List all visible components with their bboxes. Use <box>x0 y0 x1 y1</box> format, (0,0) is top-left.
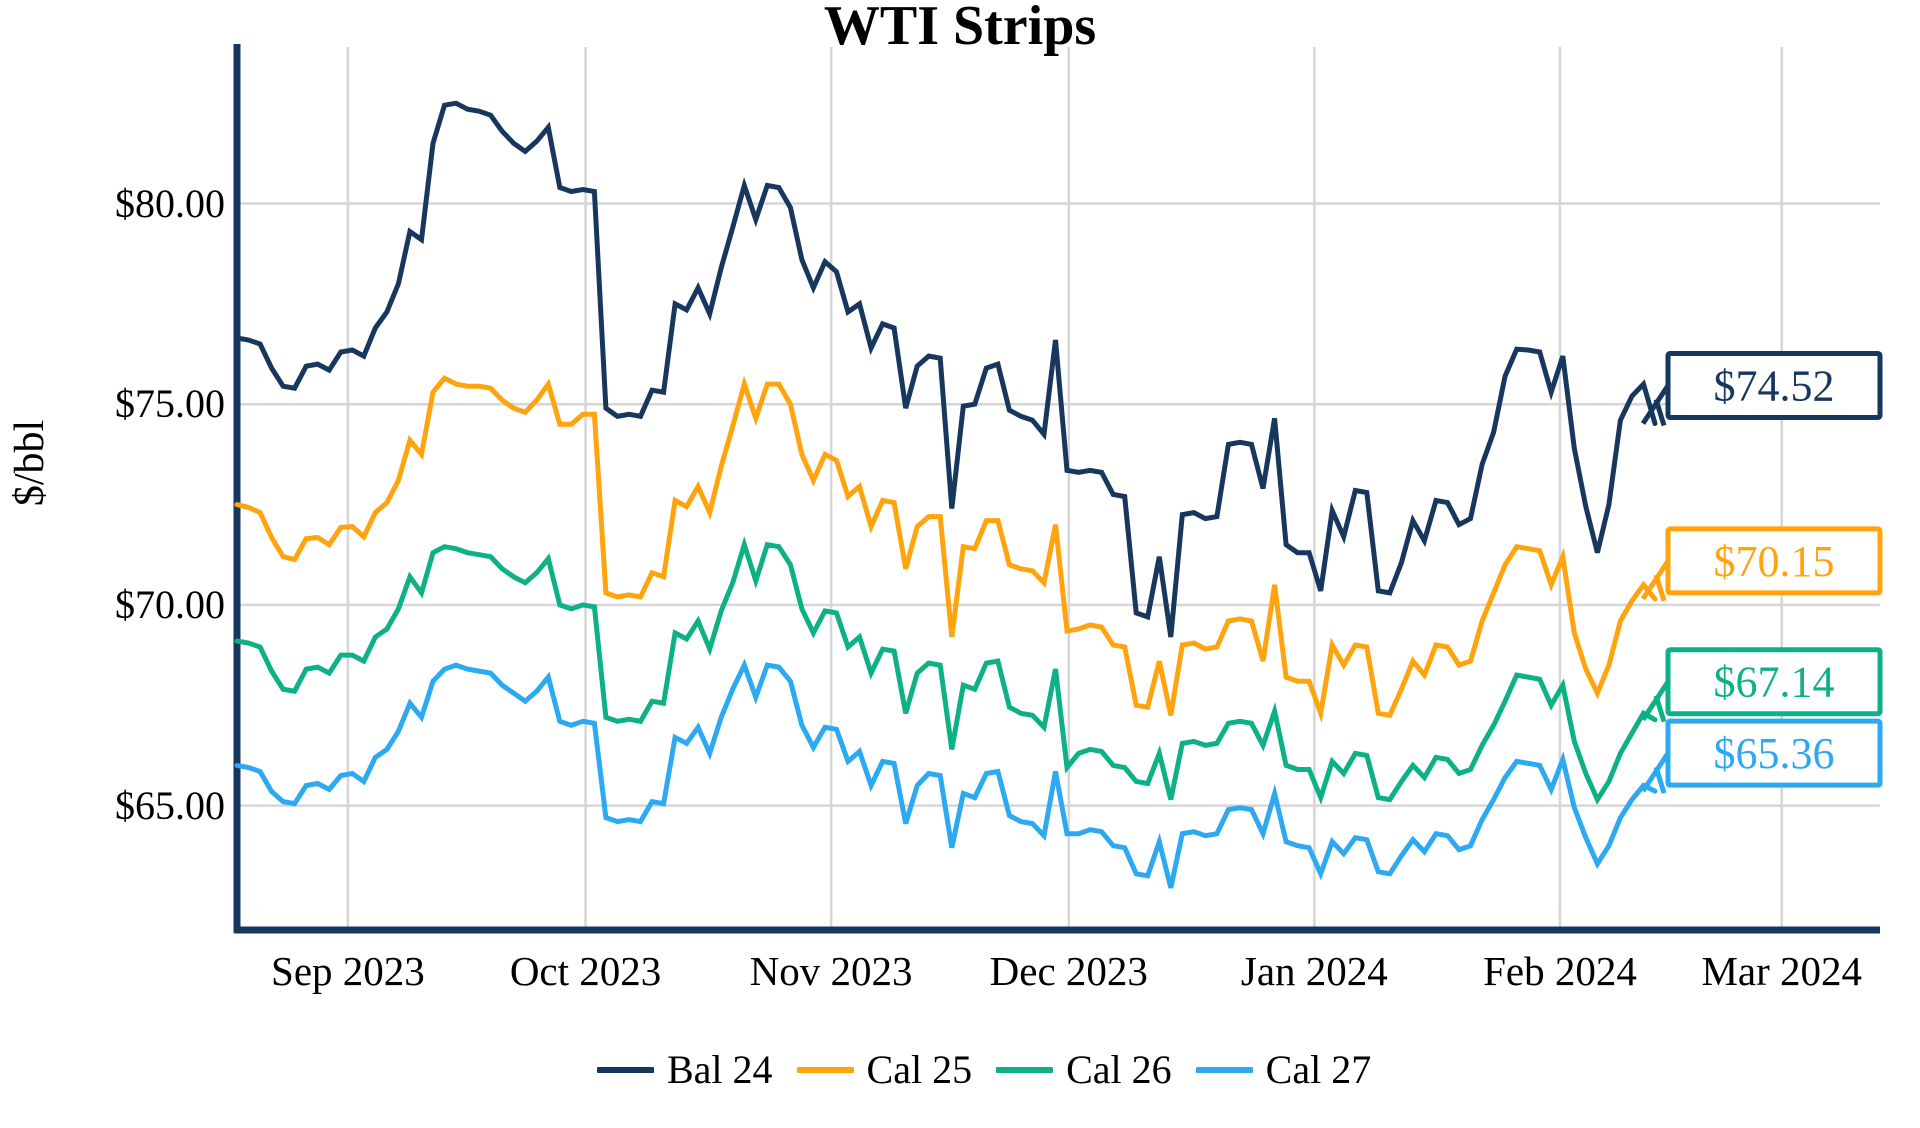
legend-item-cal-25: Cal 25 <box>796 1044 973 1096</box>
legend-line-swatch-bal-24 <box>597 1067 654 1073</box>
end-label-hook-cal-27 <box>1653 766 1667 794</box>
end-label-value-bal-24: $74.52 <box>1714 361 1835 410</box>
end-label-value-cal-25: $70.15 <box>1714 537 1835 586</box>
legend-item-cal-27: Cal 27 <box>1195 1044 1372 1096</box>
x-tick-label-dec-2023: Dec 2023 <box>989 948 1148 994</box>
series-line-cal-27 <box>234 658 1658 889</box>
legend-item-cal-26: Cal 26 <box>996 1044 1172 1096</box>
series-line-bal-24 <box>234 100 1658 638</box>
legend-label-bal-24: Bal 24 <box>667 1047 773 1092</box>
chart-legend: Bal 24 Cal 25 Cal 26 Cal 27 <box>597 1044 1371 1096</box>
end-label-value-cal-27: $65.36 <box>1714 729 1835 778</box>
end-label-hook-bal-24 <box>1653 398 1667 427</box>
x-tick-label-mar-2024: Mar 2024 <box>1701 948 1863 994</box>
y-tick-label-70: $70.00 <box>115 581 225 627</box>
legend-label-cal-27: Cal 27 <box>1265 1047 1372 1092</box>
legend-label-cal-25: Cal 25 <box>866 1047 973 1092</box>
y-tick-label-75: $75.00 <box>115 381 225 427</box>
series-line-cal-25 <box>234 374 1658 724</box>
x-tick-label-oct-2023: Oct 2023 <box>509 948 662 994</box>
end-label-box-cal-26 <box>1665 647 1883 717</box>
end-label-value-cal-26: $67.14 <box>1714 658 1835 707</box>
x-tick-label-sep-2023: Sep 2023 <box>271 948 425 994</box>
legend-line-swatch-cal-26 <box>996 1067 1054 1073</box>
legend-line-swatch-cal-27 <box>1195 1067 1253 1073</box>
legend-line-swatch-cal-25 <box>796 1067 854 1073</box>
y-tick-label-80: $80.00 <box>115 180 225 226</box>
end-label-hook-cal-26 <box>1653 694 1667 723</box>
x-tick-label-nov-2023: Nov 2023 <box>749 948 913 994</box>
legend-item-bal-24: Bal 24 <box>597 1044 773 1096</box>
legend-label-cal-26: Cal 26 <box>1066 1047 1172 1092</box>
end-label-hook-cal-25 <box>1653 574 1667 602</box>
series-line-cal-26 <box>234 536 1658 805</box>
end-label-box-bal-24 <box>1665 350 1883 420</box>
y-axis-title: $/bbl <box>7 419 53 507</box>
end-label-box-cal-27 <box>1665 718 1883 788</box>
end-label-box-cal-25 <box>1665 526 1883 596</box>
y-tick-label-65: $65.00 <box>115 782 225 828</box>
x-tick-label-feb-2024: Feb 2024 <box>1483 948 1637 994</box>
x-tick-label-jan-2024: Jan 2024 <box>1240 948 1388 994</box>
chart-title: WTI Strips <box>823 0 1097 57</box>
